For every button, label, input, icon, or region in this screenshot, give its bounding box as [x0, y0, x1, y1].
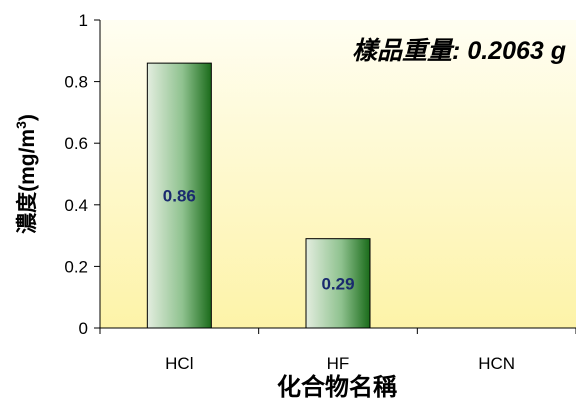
y-tick-label: 0.8 — [64, 73, 88, 92]
x-ticks-group: HCl HF HCN — [99, 328, 576, 373]
y-tick-label: 0.2 — [64, 257, 88, 276]
bar-data-label: 0.86 — [163, 187, 196, 206]
y-ticks-group: 0 0.2 0.4 0.6 0.8 1 — [64, 11, 100, 338]
x-axis-label: 化合物名稱 — [277, 373, 397, 399]
y-tick-label: 0.6 — [64, 134, 88, 153]
y-axis-label: 濃度(mg/m3) — [13, 114, 39, 234]
chart-annotation: 樣品重量: 0.2063 g — [352, 37, 566, 65]
bar-data-label: 0.29 — [321, 274, 354, 293]
y-tick-label: 0.4 — [64, 196, 88, 215]
data-labels-group: 0.86 0.29 — [163, 187, 355, 294]
bar-hcl — [146, 62, 212, 329]
bar-hf — [305, 238, 371, 329]
y-tick-label: 1 — [79, 11, 88, 30]
x-tick-label: HCl — [165, 354, 193, 373]
x-tick-label: HCN — [478, 354, 515, 373]
y-axis-label-main: 濃度(mg/m — [15, 129, 39, 234]
y-axis-label-close: ) — [16, 114, 39, 121]
y-axis-label-sup: 3 — [13, 121, 29, 129]
x-tick-label: HF — [327, 354, 350, 373]
bars-group — [146, 62, 371, 329]
y-tick-label: 0 — [79, 319, 88, 338]
